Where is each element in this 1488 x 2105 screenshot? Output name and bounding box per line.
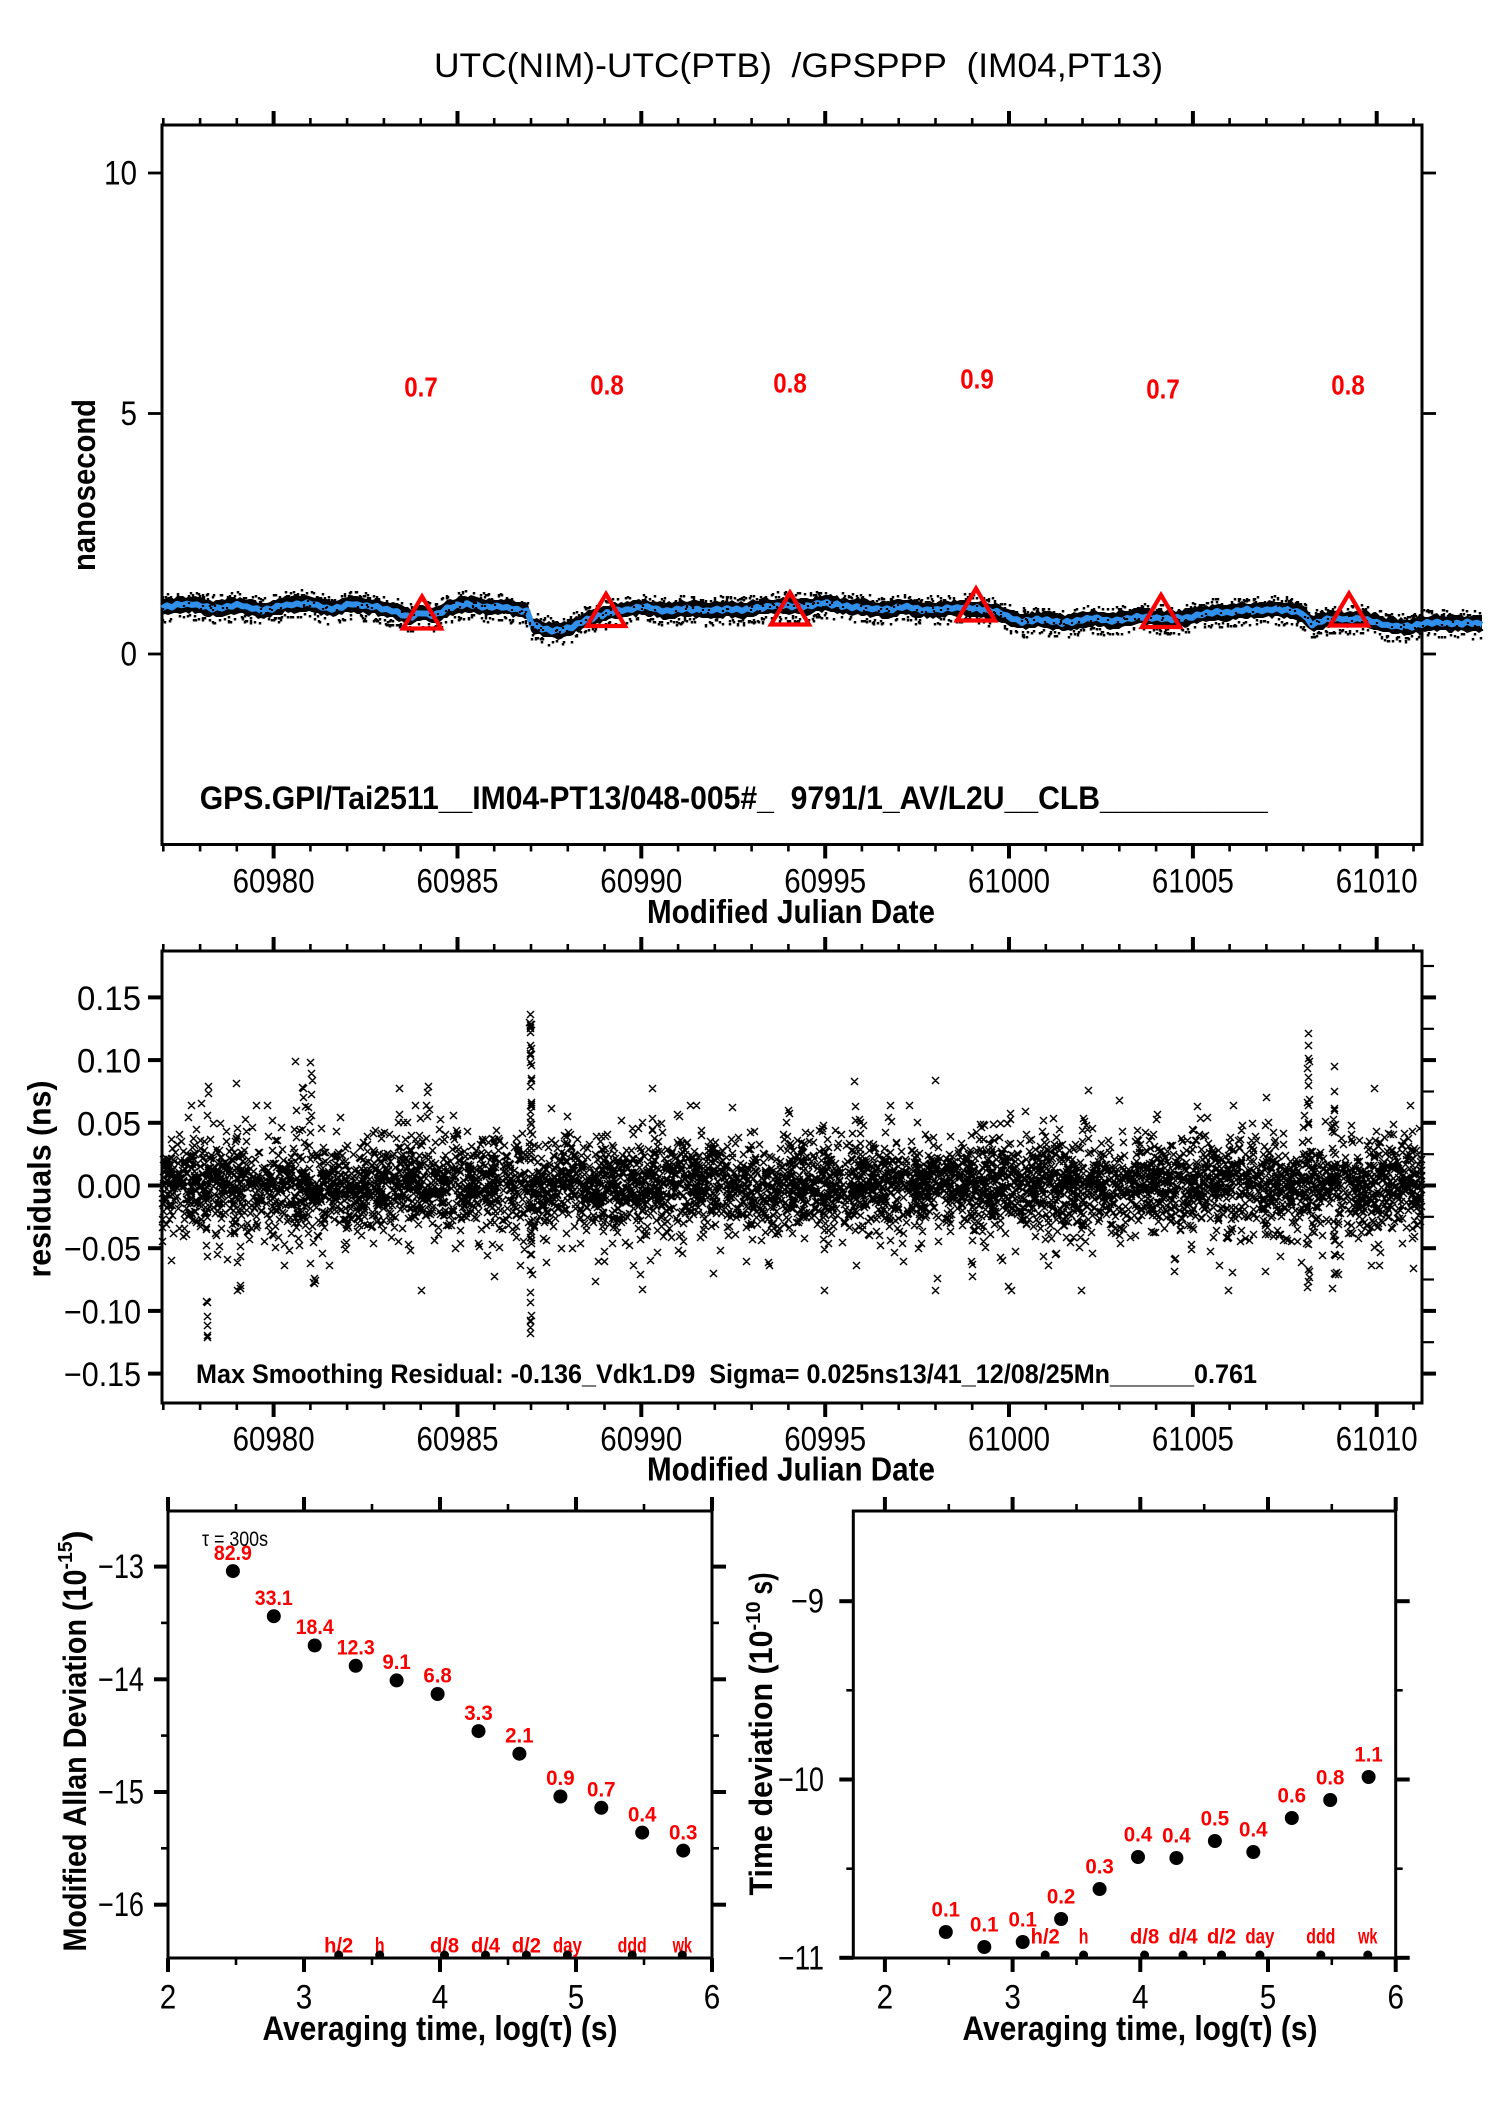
svg-text:2: 2 [877, 1979, 894, 2017]
svg-text:0.1: 0.1 [932, 1898, 961, 1921]
svg-text:1.1: 1.1 [1354, 1743, 1383, 1766]
svg-text:−14: −14 [98, 1661, 144, 1699]
svg-text:0.8: 0.8 [773, 368, 807, 399]
svg-text:0.05: 0.05 [77, 1105, 141, 1143]
svg-text:h: h [375, 1934, 385, 1957]
svg-text:60980: 60980 [233, 1421, 315, 1459]
svg-text:6: 6 [704, 1979, 721, 2017]
svg-text:h/2: h/2 [1031, 1925, 1060, 1948]
svg-text:Time deviation (10-10 s): Time deviation (10-10 s) [743, 1573, 779, 1896]
svg-text:3: 3 [296, 1979, 313, 2017]
svg-text:day: day [1245, 1925, 1274, 1948]
svg-text:9.1: 9.1 [382, 1651, 411, 1674]
svg-text:h: h [1079, 1925, 1089, 1948]
svg-text:0.00: 0.00 [77, 1168, 141, 1206]
svg-text:12.3: 12.3 [337, 1637, 375, 1660]
svg-text:60995: 60995 [784, 1421, 866, 1459]
svg-text:d/8: d/8 [430, 1934, 459, 1957]
svg-text:−0.05: −0.05 [64, 1231, 141, 1269]
svg-text:18.4: 18.4 [296, 1616, 334, 1639]
svg-text:Averaging time, log(τ) (s): Averaging time, log(τ) (s) [263, 2010, 618, 2048]
svg-text:0.4: 0.4 [1162, 1824, 1191, 1847]
svg-text:τ = 300s: τ = 300s [202, 1527, 268, 1551]
svg-text:82.9: 82.9 [214, 1542, 252, 1565]
svg-text:−16: −16 [98, 1886, 144, 1924]
svg-text:0.4: 0.4 [628, 1803, 657, 1826]
svg-text:61010: 61010 [1336, 863, 1418, 901]
svg-text:0.9: 0.9 [546, 1767, 575, 1790]
svg-text:4: 4 [1132, 1979, 1149, 2017]
svg-text:ddd: ddd [618, 1934, 647, 1957]
svg-text:5: 5 [121, 395, 138, 433]
svg-text:6.8: 6.8 [423, 1665, 452, 1688]
svg-text:d/2: d/2 [1207, 1925, 1236, 1948]
svg-text:60985: 60985 [417, 1421, 499, 1459]
svg-text:−11: −11 [778, 1939, 824, 1977]
svg-text:60990: 60990 [600, 863, 682, 901]
svg-text:h/2: h/2 [324, 1934, 353, 1957]
svg-text:0.6: 0.6 [1278, 1784, 1307, 1807]
svg-text:0.8: 0.8 [590, 370, 624, 401]
svg-text:Averaging time, log(τ) (s): Averaging time, log(τ) (s) [963, 2010, 1318, 2048]
svg-text:0.4: 0.4 [1239, 1818, 1268, 1841]
svg-text:−13: −13 [98, 1548, 144, 1586]
svg-text:0.15: 0.15 [77, 980, 141, 1018]
svg-text:60980: 60980 [233, 863, 315, 901]
svg-text:0: 0 [121, 636, 138, 674]
svg-text:4: 4 [432, 1979, 449, 2017]
svg-text:−9: −9 [791, 1583, 824, 1621]
svg-text:6: 6 [1387, 1979, 1404, 2017]
svg-text:2.1: 2.1 [505, 1724, 534, 1747]
svg-text:UTC(NIM)-UTC(PTB) /GPSPPP (I: UTC(NIM)-UTC(PTB) /GPSPPP (IM04,PT13) [434, 47, 1163, 85]
svg-text:61005: 61005 [1152, 863, 1234, 901]
svg-text:61005: 61005 [1152, 1421, 1234, 1459]
svg-text:−0.10: −0.10 [64, 1293, 141, 1331]
svg-text:33.1: 33.1 [255, 1587, 293, 1610]
svg-text:0.9: 0.9 [960, 364, 994, 395]
svg-text:3: 3 [1004, 1979, 1021, 2017]
svg-text:2: 2 [160, 1979, 177, 2017]
svg-text:3.3: 3.3 [464, 1702, 493, 1725]
svg-text:60990: 60990 [600, 1421, 682, 1459]
svg-text:−15: −15 [98, 1774, 144, 1812]
svg-text:d/4: d/4 [1168, 1925, 1197, 1948]
svg-text:ddd: ddd [1306, 1925, 1335, 1948]
svg-text:d/2: d/2 [512, 1934, 541, 1957]
svg-text:wk: wk [672, 1934, 692, 1957]
svg-text:10: 10 [104, 155, 137, 193]
svg-text:GPS.GPI/Tai2511__IM04-PT13/048: GPS.GPI/Tai2511__IM04-PT13/048-005#_ 979… [200, 780, 1269, 816]
svg-text:Max Smoothing Residual: -0.136: Max Smoothing Residual: -0.136_Vdk1.D9 S… [196, 1359, 1257, 1389]
svg-text:d/8: d/8 [1130, 1925, 1159, 1948]
svg-text:0.1: 0.1 [970, 1913, 999, 1936]
svg-text:0.7: 0.7 [587, 1779, 616, 1802]
svg-text:day: day [553, 1934, 582, 1957]
svg-text:residuals (ns): residuals (ns) [22, 1081, 58, 1278]
svg-text:60985: 60985 [417, 863, 499, 901]
svg-text:60995: 60995 [784, 863, 866, 901]
svg-text:0.7: 0.7 [1146, 374, 1180, 405]
svg-text:0.3: 0.3 [669, 1821, 698, 1844]
svg-text:0.8: 0.8 [1316, 1766, 1345, 1789]
svg-text:0.10: 0.10 [77, 1043, 141, 1081]
svg-text:0.8: 0.8 [1331, 370, 1365, 401]
svg-text:0.2: 0.2 [1047, 1885, 1076, 1908]
svg-text:Modified Julian Date: Modified Julian Date [647, 1451, 935, 1488]
svg-text:0.1: 0.1 [1008, 1908, 1037, 1931]
svg-text:5: 5 [568, 1979, 585, 2017]
svg-text:Modified Julian Date: Modified Julian Date [647, 893, 935, 930]
svg-text:nanosecond: nanosecond [66, 399, 102, 571]
svg-text:−10: −10 [778, 1761, 824, 1799]
svg-text:61000: 61000 [968, 1421, 1050, 1459]
svg-text:0.5: 0.5 [1201, 1807, 1230, 1830]
svg-text:61010: 61010 [1336, 1421, 1418, 1459]
svg-text:61000: 61000 [968, 863, 1050, 901]
svg-text:d/4: d/4 [471, 1934, 500, 1957]
svg-text:Modified Allan Deviation (10-1: Modified Allan Deviation (10-15) [55, 1531, 93, 1952]
svg-text:0.4: 0.4 [1124, 1823, 1153, 1846]
svg-text:5: 5 [1260, 1979, 1277, 2017]
svg-text:0.7: 0.7 [404, 372, 438, 403]
svg-text:−0.15: −0.15 [64, 1356, 141, 1394]
svg-text:0.3: 0.3 [1085, 1855, 1114, 1878]
svg-text:wk: wk [1357, 1925, 1377, 1948]
